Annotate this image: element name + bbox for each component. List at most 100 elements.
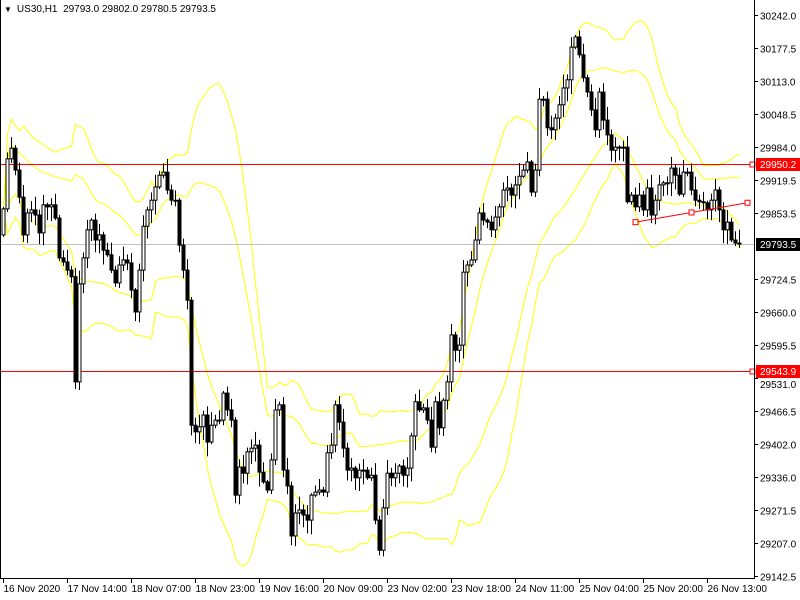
- bull-candle: [685, 171, 690, 174]
- bollinger-upper-band: [3, 20, 740, 417]
- bear-candle: [233, 419, 238, 496]
- triangle-down-icon[interactable]: ▼: [4, 5, 12, 14]
- bear-candle: [33, 209, 38, 216]
- time-tick-label: 18 Nov 23:00: [196, 584, 256, 595]
- bear-candle: [625, 146, 630, 203]
- bull-candle: [173, 199, 178, 202]
- bear-candle: [353, 467, 358, 479]
- price-tick-label: 29271.5: [760, 507, 797, 518]
- bear-candle: [289, 485, 294, 537]
- bull-candle: [213, 419, 218, 426]
- bear-candle: [45, 204, 50, 208]
- bull-candle: [333, 404, 338, 446]
- bear-candle: [693, 189, 698, 201]
- bear-candle: [165, 171, 170, 191]
- bollinger-lower-band: [3, 163, 740, 568]
- bull-candle: [117, 264, 122, 284]
- bear-candle: [429, 419, 434, 448]
- bull-candle: [533, 169, 538, 193]
- bull-candle: [421, 407, 426, 411]
- bear-candle: [301, 509, 306, 516]
- bear-candle: [729, 221, 734, 241]
- bear-candle: [169, 189, 174, 201]
- bear-candle: [705, 202, 710, 211]
- bull-candle: [469, 259, 474, 266]
- bull-candle: [541, 98, 546, 101]
- chart-header: ▼ US30,H1 29793.0 29802.0 29780.5 29793.5: [4, 4, 216, 15]
- bear-candle: [677, 174, 682, 195]
- bear-candle: [417, 401, 422, 411]
- bear-candle: [345, 447, 350, 471]
- bull-candle: [393, 472, 398, 479]
- time-tick-label: 25 Nov 20:00: [644, 584, 704, 595]
- bear-candle: [697, 199, 702, 203]
- bear-candle: [181, 244, 186, 271]
- trendline-handle: [744, 199, 751, 206]
- bear-candle: [733, 239, 738, 244]
- time-tick-label: 25 Nov 04:00: [580, 584, 640, 595]
- bull-candle: [141, 225, 146, 271]
- bear-candle: [101, 234, 106, 251]
- price-tick-label: 30113.0: [760, 78, 796, 89]
- bull-candle: [621, 146, 626, 149]
- symbol-label: US30,H1: [16, 4, 58, 15]
- bull-candle: [197, 426, 202, 433]
- bear-candle: [453, 334, 458, 351]
- bear-candle: [601, 91, 606, 121]
- bull-candle: [277, 404, 282, 411]
- bear-candle: [53, 204, 58, 219]
- price-tick-label: 29919.5: [760, 177, 797, 188]
- bull-candle: [249, 447, 254, 453]
- bear-candle: [65, 261, 70, 271]
- bull-candle: [273, 409, 278, 461]
- bear-candle: [717, 189, 722, 211]
- bull-candle: [245, 451, 250, 474]
- bear-candle: [605, 119, 610, 136]
- bull-candle: [309, 494, 314, 521]
- bear-candle: [509, 187, 514, 196]
- bull-candle: [461, 271, 466, 346]
- bull-candle: [493, 216, 498, 231]
- bear-candle: [305, 514, 310, 521]
- price-tick-label: 29595.5: [760, 342, 797, 353]
- bull-candle: [661, 182, 666, 186]
- bear-candle: [545, 98, 550, 129]
- bear-candle: [113, 269, 118, 284]
- bull-candle: [569, 46, 574, 81]
- bull-candle: [317, 489, 322, 493]
- bull-candle: [313, 491, 318, 496]
- bear-candle: [61, 257, 66, 263]
- bull-candle: [709, 199, 714, 211]
- bull-candle: [517, 175, 522, 186]
- bear-candle: [485, 219, 490, 223]
- bull-candle: [501, 189, 506, 208]
- time-tick-label: 19 Nov 16:00: [260, 584, 320, 595]
- bull-candle: [209, 424, 214, 443]
- bollinger-upper-band: [3, 67, 740, 447]
- bear-candle: [585, 77, 590, 93]
- bull-candle: [149, 199, 154, 211]
- bull-candle: [1, 208, 6, 236]
- bull-candle: [221, 392, 226, 421]
- price-tick-label: 30048.5: [760, 111, 797, 122]
- bear-candle: [589, 91, 594, 111]
- bull-candle: [473, 239, 478, 261]
- bear-candle: [189, 299, 194, 426]
- bear-candle: [285, 469, 290, 487]
- bull-candle: [665, 182, 670, 185]
- bull-candle: [725, 221, 730, 231]
- bear-candle: [125, 259, 130, 264]
- bull-candle: [537, 98, 542, 171]
- bull-candle: [613, 146, 618, 151]
- bull-candle: [41, 204, 46, 234]
- time-tick-label: 20 Nov 09:00: [324, 584, 384, 595]
- bear-candle: [21, 196, 26, 236]
- price-tick-label: 29466.5: [760, 408, 797, 419]
- bull-candle: [405, 467, 410, 476]
- bull-candle: [201, 414, 206, 428]
- bear-candle: [261, 471, 266, 483]
- bear-candle: [13, 147, 18, 171]
- bull-candle: [449, 334, 454, 383]
- price-tick-label: 29660.0: [760, 309, 797, 320]
